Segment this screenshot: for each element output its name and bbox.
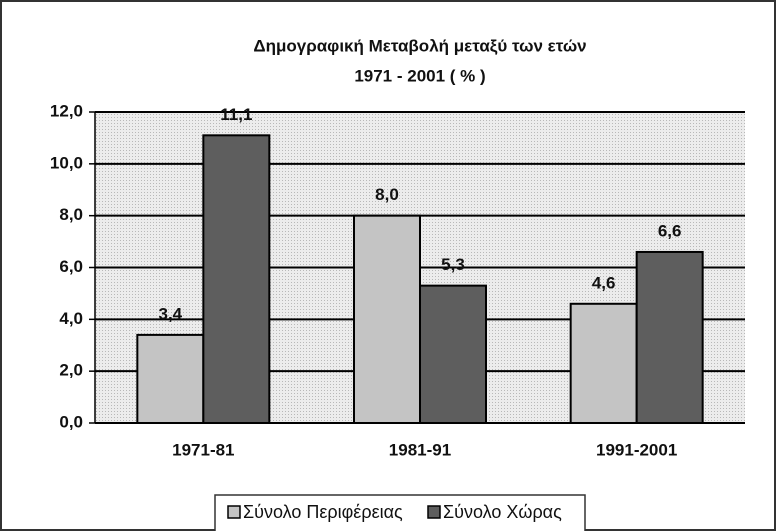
bar (635, 250, 704, 424)
x-tick-label: 1981-91 (389, 440, 451, 459)
bar (202, 134, 271, 424)
y-tick-label: 0,0 (59, 412, 83, 431)
x-tick-label: 1971-81 (172, 440, 234, 459)
legend-swatch (427, 505, 441, 519)
legend-box (214, 494, 586, 531)
x-tick-label: 1991-2001 (596, 440, 677, 459)
chart-title: Δημογραφική Μεταβολή μεταξύ των ετών (253, 36, 586, 55)
data-label: 8,0 (375, 185, 399, 204)
chart-subtitle: 1971 - 2001 ( % ) (354, 66, 485, 85)
y-tick-label: 6,0 (59, 257, 83, 276)
legend-label: Σύνολο Περιφέρειας (243, 502, 403, 522)
bar (419, 284, 487, 424)
bar (353, 214, 421, 424)
bar (569, 302, 638, 424)
bar (136, 333, 205, 424)
data-label: 11,1 (220, 105, 252, 124)
legend-label: Σύνολο Χώρας (443, 502, 562, 522)
data-label: 5,3 (441, 255, 465, 274)
y-tick-label: 10,0 (50, 153, 83, 172)
y-tick-label: 12,0 (50, 101, 83, 120)
data-label: 6,6 (658, 221, 682, 240)
legend-swatch (227, 505, 241, 519)
y-tick-label: 2,0 (59, 361, 83, 380)
data-label: 3,4 (159, 304, 183, 323)
y-tick-label: 4,0 (59, 309, 83, 328)
data-label: 4,6 (592, 273, 616, 292)
y-tick-label: 8,0 (59, 205, 83, 224)
